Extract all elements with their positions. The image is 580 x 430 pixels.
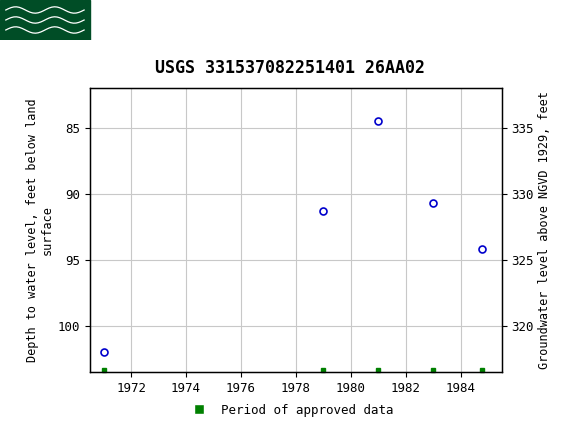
- Y-axis label: Depth to water level, feet below land
surface: Depth to water level, feet below land su…: [26, 98, 53, 362]
- Text: USGS: USGS: [96, 10, 160, 30]
- Legend: Period of approved data: Period of approved data: [181, 399, 399, 421]
- Y-axis label: Groundwater level above NGVD 1929, feet: Groundwater level above NGVD 1929, feet: [538, 91, 551, 369]
- Text: USGS 331537082251401 26AA02: USGS 331537082251401 26AA02: [155, 59, 425, 77]
- Bar: [0, 0, 90, 40]
